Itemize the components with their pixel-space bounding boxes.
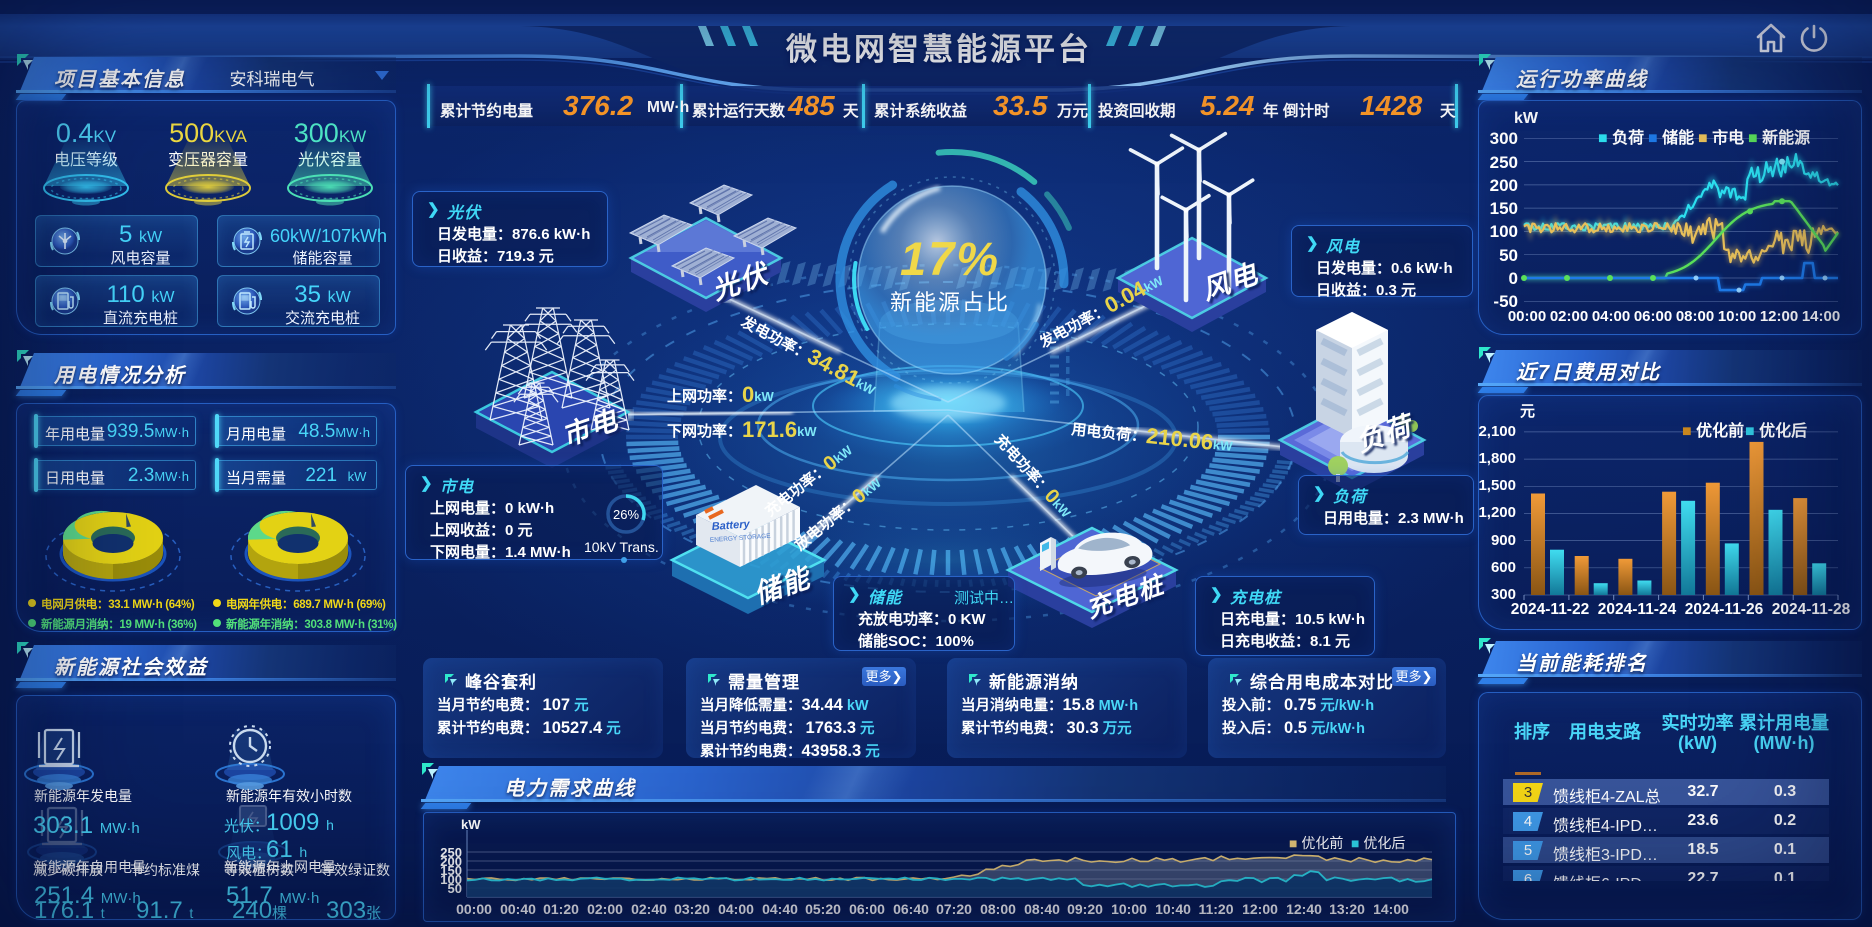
svg-text:Battery: Battery (711, 518, 751, 533)
svg-text:新能源占比: 新能源占比 (890, 290, 1010, 315)
svg-text:17%: 17% (900, 232, 1000, 285)
svg-text:26%: 26% (613, 507, 639, 522)
svg-text:ENERGY STORAGE: ENERGY STORAGE (710, 533, 772, 544)
